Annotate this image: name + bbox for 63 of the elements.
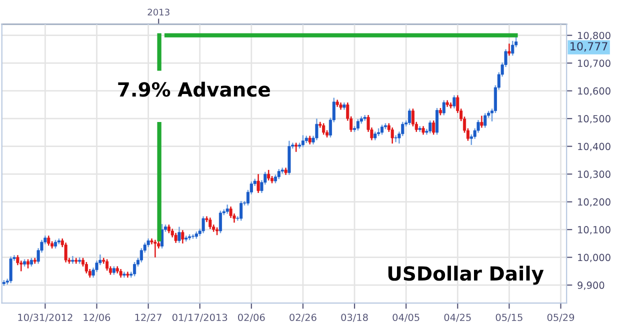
y-tick-label: 10,600: [578, 87, 610, 96]
candlestick: [315, 118, 318, 141]
annotation: 7.9% Advance: [118, 82, 270, 97]
text: 10,777: [570, 42, 608, 52]
x-tick-label: 02/26: [290, 314, 316, 322]
candlestick: [508, 43, 511, 56]
x-tick-label: 01/17/2013: [172, 314, 228, 322]
candlestick: [452, 94, 456, 109]
candlestick: [229, 206, 232, 219]
candlestick: [84, 261, 88, 274]
candlestick: [380, 124, 384, 136]
candlestick: [301, 134, 304, 148]
candlestick: [133, 261, 136, 277]
x-tick-label: 04/25: [444, 314, 471, 322]
x-tick-label: 03/18: [341, 314, 368, 322]
candlestick: [208, 217, 212, 230]
candlestick: [202, 216, 205, 234]
y-tick-label: 10,100: [578, 226, 610, 234]
candlestick: [442, 100, 446, 116]
y-tick-label: 10,700: [578, 60, 610, 68]
candlestick: [322, 122, 326, 136]
y-tick-label: 10,200: [578, 198, 610, 207]
candlestick: [154, 239, 157, 258]
y-tick-label: 10,300: [578, 170, 610, 179]
x-tick-label: 12/06: [84, 314, 110, 322]
candlestick: [277, 168, 280, 180]
candlestick: [428, 120, 432, 134]
candlestick: [408, 108, 412, 126]
candlestick: [218, 210, 222, 234]
y-tick-label: 10,800: [578, 32, 610, 40]
text: USDollar Daily: [388, 266, 544, 285]
candlestick: [226, 204, 229, 214]
candlestick: [432, 120, 436, 136]
candlestick: [267, 169, 270, 182]
candlestick: [178, 226, 181, 244]
candlestick: [106, 258, 109, 272]
y-tick-label: 9,900: [578, 282, 604, 290]
candlestick: [174, 232, 178, 244]
x-tick-label: 10/31/2012: [18, 314, 72, 322]
candlestick: [390, 126, 394, 144]
candlestick: [26, 258, 30, 270]
candlestick: [294, 142, 298, 153]
x-tick-label: 12/27: [135, 314, 162, 322]
candlestick: [356, 118, 360, 132]
candlestick: [394, 134, 398, 143]
candlestick: [480, 115, 484, 128]
x-tick-label: 05/15: [496, 314, 522, 322]
x2-axis-title: 2013: [148, 8, 170, 16]
x-tick-label: 04/05: [392, 314, 420, 322]
candlestick: [511, 40, 514, 56]
candlestick: [484, 112, 487, 128]
candlestick: [256, 173, 260, 194]
candlestick: [9, 256, 12, 284]
x-tick-label: 02/06: [238, 314, 265, 322]
candlestick: [240, 200, 243, 222]
y-tick-label: 10,000: [578, 254, 610, 262]
candlestick: [181, 230, 184, 244]
candlestick: [435, 107, 439, 136]
x-tick-label: 05/29: [547, 314, 574, 322]
candlestick: [47, 235, 50, 246]
y-tick-label: 10,400: [578, 142, 610, 152]
y-tick-label: 10,500: [578, 115, 610, 124]
candlestick: [64, 242, 68, 263]
